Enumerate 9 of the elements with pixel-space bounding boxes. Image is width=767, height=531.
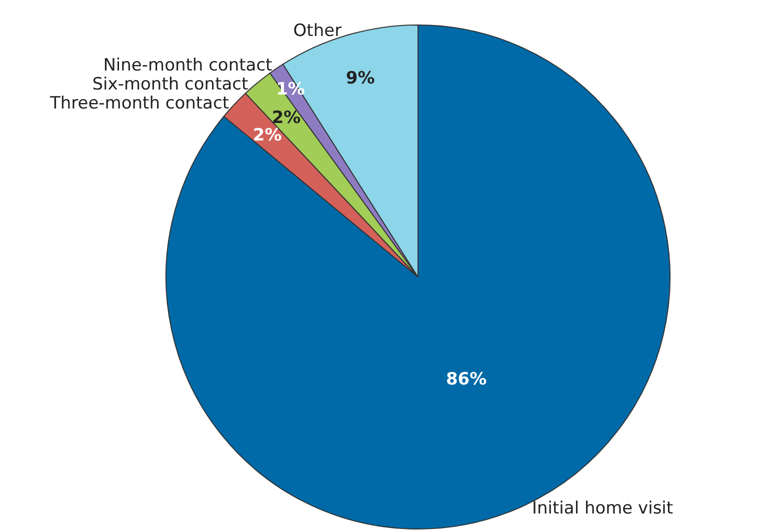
data-label: 86% bbox=[446, 370, 487, 390]
slice-label: Other bbox=[293, 21, 342, 42]
slice-label: Six-month contact bbox=[92, 74, 248, 94]
slice-label: Three-month contact bbox=[48, 93, 230, 114]
data-label: 9% bbox=[346, 68, 375, 89]
slice-label: Initial home visit bbox=[532, 498, 674, 519]
slice-label: Nine-month contact bbox=[103, 55, 273, 76]
data-label: 2% bbox=[252, 126, 282, 146]
data-label: 2% bbox=[272, 108, 301, 128]
